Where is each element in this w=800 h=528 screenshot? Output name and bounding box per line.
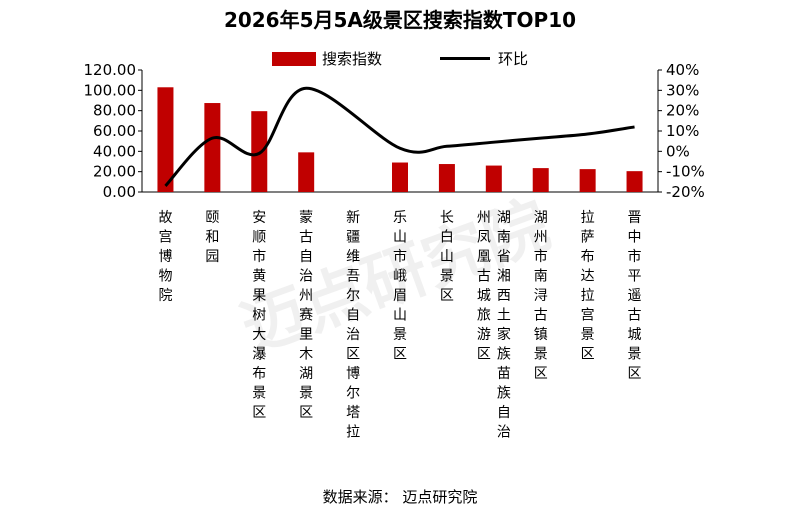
bar xyxy=(392,162,408,192)
bar xyxy=(579,169,596,192)
x-tick-label: 长白山景区 xyxy=(440,210,454,304)
y-left-tick-label: 20.00 xyxy=(93,163,136,181)
y-left-tick-label: 120.00 xyxy=(84,61,137,79)
bar xyxy=(532,168,549,192)
legend-item-bar[interactable]: 搜索指数 xyxy=(272,48,382,69)
x-tick-label: 安顺市黄果树大瀑布景区 xyxy=(252,210,266,421)
y-left-tick-label: 100.00 xyxy=(84,81,137,99)
y-left-tick-label: 60.00 xyxy=(93,122,136,140)
x-tick-label: 拉萨布达拉宫景区 xyxy=(581,210,595,363)
legend-line-label: 环比 xyxy=(498,50,529,68)
legend: 搜索指数 环比 xyxy=(0,48,800,70)
y-left-tick-label: 80.00 xyxy=(93,102,136,120)
x-tick-label: 故宫博物院 xyxy=(158,210,172,304)
x-tick-label: 颐和园 xyxy=(205,210,219,265)
y-right-tick-label: 40% xyxy=(666,61,699,79)
x-tick-label: 湖州市南浔古镇景区 xyxy=(534,210,548,382)
x-tick-label: 蒙古自治州赛里木湖景区 xyxy=(299,210,313,421)
x-tick-label: 新疆维吾尔自治区博尔塔拉 xyxy=(346,210,360,441)
y-left-tick-label: 40.00 xyxy=(93,142,136,160)
x-tick-label: 湖南省湘西土家族苗族自治 xyxy=(497,210,511,441)
legend-line-swatch xyxy=(440,57,490,60)
bar xyxy=(626,171,643,192)
legend-item-line[interactable]: 环比 xyxy=(440,48,528,69)
data-source: 数据来源： 迈点研究院 xyxy=(322,488,478,506)
bar xyxy=(204,103,221,192)
legend-bar-label: 搜索指数 xyxy=(322,50,383,68)
chart-title: 2026年5月5A级景区搜索指数TOP10 xyxy=(223,8,577,32)
bar xyxy=(485,165,502,192)
y-right-tick-label: 10% xyxy=(666,122,699,140)
bar xyxy=(157,87,174,192)
y-right-tick-label: 30% xyxy=(666,81,699,99)
y-right-tick-label: 20% xyxy=(666,102,699,120)
legend-bar-swatch xyxy=(272,51,316,66)
bar xyxy=(298,152,315,192)
x-tick-label: 晋中市平遥古城景区 xyxy=(628,210,642,382)
x-tick-label: 州凤凰古城旅游区 xyxy=(477,210,491,363)
bar xyxy=(438,164,455,192)
bar xyxy=(251,111,268,192)
x-tick-label: 乐山市峨眉山景区 xyxy=(393,210,407,363)
y-right-tick-label: 0% xyxy=(666,142,690,160)
y-right-tick-label: -10% xyxy=(666,163,705,181)
series-line-huanbi xyxy=(164,86,635,187)
y-right-tick-label: -20% xyxy=(666,183,705,201)
y-left-tick-label: 0.00 xyxy=(103,183,136,201)
